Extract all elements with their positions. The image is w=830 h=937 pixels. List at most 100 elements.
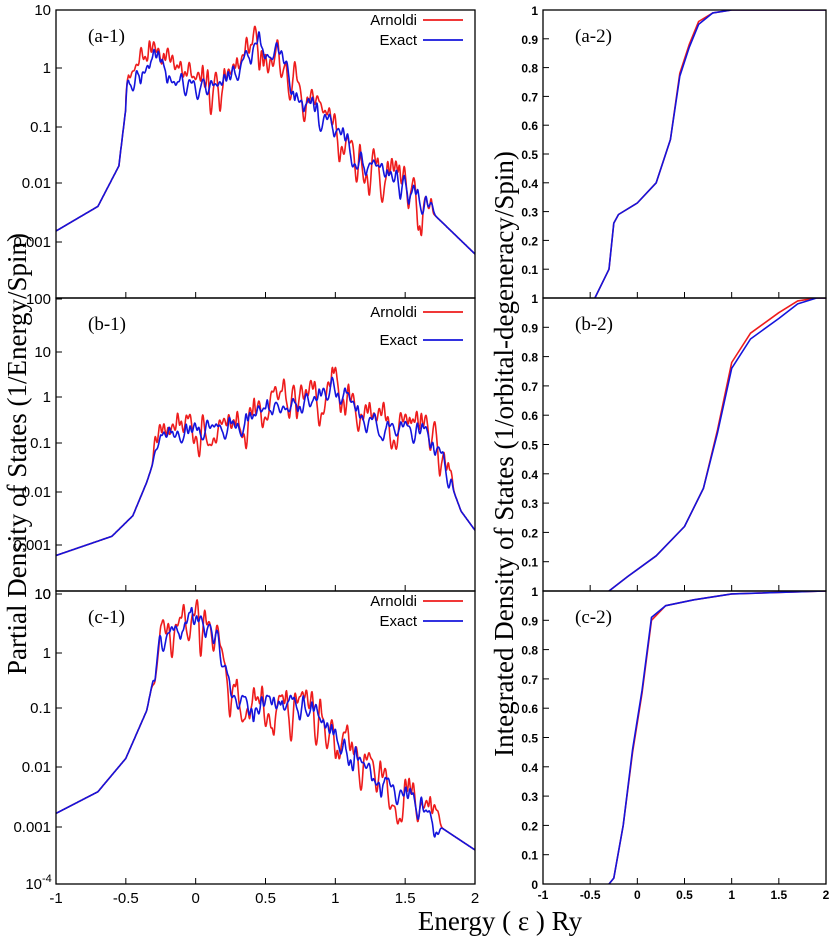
ytick-label: 10 [34,344,51,361]
xtick-label: 0 [634,888,641,902]
ytick-label: 0.2 [521,234,538,248]
ytick-label: 0.1 [30,435,51,452]
ytick-label: 0.2 [521,526,538,540]
ytick-label: 1 [531,4,538,18]
series-exact-c2 [608,591,826,884]
xtick-label: 1 [331,890,339,907]
panel-label-b2: (b-2) [575,314,613,335]
legend-exact-label: Exact [379,332,417,349]
xtick-label: -0.5 [580,888,601,902]
ytick-label: 0.7 [521,380,538,394]
ytick-label: 0.001 [13,234,51,251]
ytick-label: 0.3 [521,790,538,804]
ytick-label: 0.9 [521,321,538,335]
ytick-label: 10 [34,586,51,603]
ytick-label: 0.6 [521,409,538,423]
legend-arnoldi-label: Arnoldi [370,304,417,321]
legend-arnoldi-label: Arnoldi [370,593,417,610]
ytick-label: 0.9 [521,33,538,47]
ytick-label: 0.5 [521,439,538,453]
ytick-label: 1 [43,645,51,662]
ytick-label: 0.8 [521,644,538,658]
series-exact-c1 [56,606,475,851]
xtick-label: 1 [728,888,735,902]
ytick-label: 0.5 [521,732,538,746]
ytick-label: 0.8 [521,351,538,365]
panel-label-b1: (b-1) [88,314,126,335]
panel-b2: (b-2) 0.9 0.8 0.7 0.6 0.5 0.4 0.3 0.2 0.1 1 [521,297,827,599]
ytick-label: 10 [34,586,51,603]
x-axis-title: Energy ( ε ) Ry [418,906,583,936]
curves-c2 [608,591,826,884]
ytick-label: 10 [34,2,51,19]
panel-a2: (a-2) 1 0.9 0.8 0.7 0.6 0.5 0.4 0.3 0.2 0.1 1 [521,4,827,306]
right-y-axis-title: Integrated Density of States (1/orbital-… [489,151,519,757]
ytick-label: 0.4 [521,468,538,482]
curves-a1 [56,25,475,255]
panel-b1: (b-1) 10 1 0.1 0.01 0.001 10 Arnoldi Exact [13,297,476,603]
ytick-label: 0.1 [521,263,538,277]
ytick-label: 0.01 [22,175,51,192]
ytick-label: 0.4 [521,761,538,775]
ytick-label: 1 [43,389,51,406]
ytick-label: 0.8 [521,62,538,76]
axes-frame-a1 [55,9,476,299]
curves-a2 [594,10,826,298]
series-exact-b2 [608,298,826,591]
legend-exact-label: Exact [379,613,417,630]
xtick-label: 2 [823,888,830,902]
ytick-label: 0.01 [22,484,51,501]
axes-frame-b2 [542,297,827,592]
ytick-label: 0.7 [521,673,538,687]
ytick-label: 1 [531,585,538,599]
ytick-label: 0.5 [521,148,538,162]
xtick-label: -1 [538,888,549,902]
series-exact-b1 [56,376,475,557]
series-exact-a1 [56,31,475,255]
ytick-label: 0.3 [521,497,538,511]
ytick-label: 0.2 [521,819,538,833]
ytick-label: 100 [26,291,51,308]
legend-arnoldi-label: Arnoldi [370,12,417,29]
panel-label-a2: (a-2) [575,26,612,47]
left-y-axis-title: Partial Density of States (1/Energy/Spin… [2,233,32,675]
ytick-label: 0 [531,878,538,892]
series-arnoldi-b1 [56,366,475,557]
xtick-label: 1.5 [770,888,787,902]
ytick-label: 0.001 [13,819,51,836]
ytick-label: 0.4 [521,177,538,191]
ytick-label: 0.7 [521,90,538,104]
ytick-label: 0.3 [521,206,538,220]
ytick-label: 0.6 [521,702,538,716]
ytick-label: 0.01 [22,759,51,776]
series-arnoldi-c1 [56,599,475,851]
axes-frame-c1 [55,590,476,885]
panel-a1: (a-1) 10 1 0.1 0.01 0.001 100 Arnoldi Exact [13,2,476,308]
curves-b1 [56,366,475,557]
xtick-label: 0.5 [255,890,276,907]
ytick-label: 1 [531,292,538,306]
panel-label-a1: (a-1) [88,26,125,47]
series-arnoldi-c2 [608,591,826,884]
panel-label-c1: (c-1) [88,607,125,628]
xtick-label: 1.5 [395,890,416,907]
panel-label-c2: (c-2) [575,607,612,628]
ytick-label: 10 [25,876,42,893]
xtick-label: 0.5 [676,888,693,902]
series-arnoldi-a2 [594,10,826,298]
ytick-label: 0.6 [521,119,538,133]
ytick-label: 0.1 [521,556,538,570]
ytick-label: 1 [43,60,51,77]
axes-frame-a2 [542,9,827,299]
series-arnoldi-a1 [56,25,475,255]
series-exact-a2 [594,10,826,298]
curves-c1 [56,599,475,851]
axes-frame-c2 [542,590,827,885]
ytick-label: 0.001 [13,537,51,554]
ytick-label: 0.1 [30,119,51,136]
curves-b2 [608,298,826,591]
ytick-label: 0.9 [521,614,538,628]
xtick-label: 0 [191,890,199,907]
